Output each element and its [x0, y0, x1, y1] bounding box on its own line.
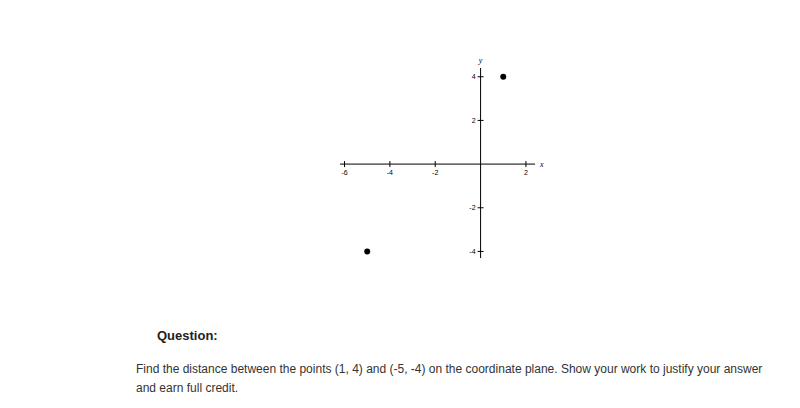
svg-text:-6: -6 — [341, 169, 347, 176]
svg-text:-2: -2 — [469, 204, 475, 211]
html-text:Find the distance between the: Find the distance between the points (1,… — [136, 362, 763, 395]
svg-text:2: 2 — [524, 169, 528, 176]
svg-text:4: 4 — [472, 73, 476, 80]
svg-text:y: y — [478, 56, 483, 65]
svg-text:-4: -4 — [387, 169, 393, 176]
svg-text:2: 2 — [472, 117, 476, 124]
svg-text:x: x — [539, 160, 544, 169]
svg-text:-2: -2 — [432, 169, 438, 176]
html-text:Question:: Question: — [157, 328, 218, 343]
svg-text:-4: -4 — [469, 248, 475, 255]
